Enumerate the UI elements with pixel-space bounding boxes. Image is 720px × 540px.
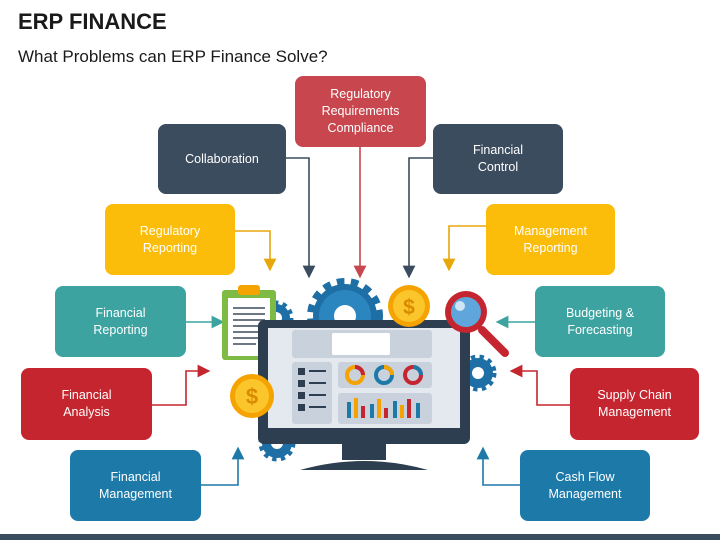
box-management-reporting: Management Reporting bbox=[486, 204, 615, 275]
gear-icon bbox=[459, 354, 497, 392]
box-financial-management-label: Financial Management bbox=[99, 469, 172, 501]
box-cash-flow-label: Cash Flow Management bbox=[548, 469, 622, 501]
box-financial-control-label: Financial Control bbox=[472, 143, 524, 174]
box-collaboration-label: Collaboration bbox=[185, 151, 259, 166]
dollar-coin-icon: $ bbox=[388, 285, 430, 327]
box-financial-management: Financial Management bbox=[70, 450, 201, 521]
box-financial-control: Financial Control bbox=[433, 124, 563, 194]
footer-bar bbox=[0, 534, 720, 540]
monitor-icon bbox=[258, 320, 470, 470]
box-budgeting-forecasting: Budgeting & Forecasting bbox=[535, 286, 665, 357]
arrow-cash-flow bbox=[476, 446, 520, 486]
arrow-financial-management bbox=[201, 446, 245, 486]
arrow-regulatory-reporting bbox=[234, 230, 277, 272]
page-subtitle: What Problems can ERP Finance Solve? bbox=[18, 47, 328, 66]
box-financial-reporting: Financial Reporting bbox=[55, 286, 186, 357]
dollar-coin-icon: $ bbox=[230, 374, 274, 418]
page-title: ERP FINANCE bbox=[18, 9, 167, 34]
box-financial-reporting-label: Financial Reporting bbox=[93, 305, 148, 337]
box-supply-chain: Supply Chain Management bbox=[570, 368, 699, 440]
svg-text:$: $ bbox=[403, 296, 415, 319]
box-supply-chain-label: Supply Chain Management bbox=[597, 388, 672, 419]
box-regulatory-requirements: Regulatory Requirements Compliance bbox=[295, 76, 426, 147]
svg-text:$: $ bbox=[246, 384, 258, 409]
arrow-supply-chain bbox=[509, 364, 570, 406]
arrow-collaboration bbox=[286, 157, 316, 279]
arrow-management-reporting bbox=[442, 225, 486, 272]
box-cash-flow: Cash Flow Management bbox=[520, 450, 650, 521]
box-management-reporting-label: Management Reporting bbox=[514, 223, 587, 255]
box-financial-analysis: Financial Analysis bbox=[21, 368, 152, 440]
arrow-financial-analysis bbox=[152, 364, 211, 406]
box-financial-analysis-label: Financial Analysis bbox=[61, 388, 112, 419]
box-budgeting-forecasting-label: Budgeting & Forecasting bbox=[565, 305, 635, 337]
arrow-financial-control bbox=[402, 157, 433, 279]
box-regulatory-requirements-label: Regulatory Requirements Compliance bbox=[321, 87, 400, 135]
magnifier-icon bbox=[445, 291, 509, 357]
box-regulatory-reporting-label: Regulatory Reporting bbox=[139, 223, 201, 255]
box-regulatory-reporting: Regulatory Reporting bbox=[105, 204, 235, 275]
box-collaboration: Collaboration bbox=[158, 124, 286, 194]
